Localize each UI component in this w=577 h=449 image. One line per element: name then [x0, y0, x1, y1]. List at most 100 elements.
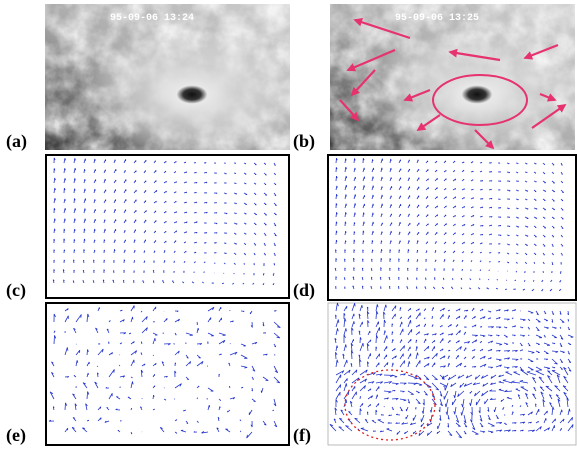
vector [479, 198, 484, 200]
vector [173, 260, 175, 264]
vector [273, 398, 277, 407]
vector [430, 406, 433, 413]
vector [434, 196, 438, 200]
vector [383, 346, 388, 352]
vector [503, 357, 511, 360]
vector [344, 267, 346, 272]
vector [352, 276, 355, 281]
vector [345, 425, 353, 432]
vector [543, 334, 546, 338]
vector [250, 321, 253, 328]
vector [409, 422, 417, 426]
vector [163, 398, 167, 401]
vector [273, 192, 277, 197]
vector [143, 230, 147, 234]
vector [233, 162, 237, 164]
vector [425, 187, 430, 191]
vector [380, 222, 383, 227]
vector [152, 269, 155, 274]
vector [415, 352, 419, 360]
vector [366, 311, 370, 320]
vector [551, 370, 561, 376]
vector [497, 224, 502, 227]
vector [407, 361, 411, 368]
vector [53, 238, 56, 244]
vector [479, 242, 483, 245]
vector [542, 216, 546, 219]
vector [123, 189, 127, 194]
vector [551, 366, 556, 369]
vector [335, 175, 338, 182]
vector [73, 167, 77, 174]
timestamp: 95-09-06 13:24 [110, 13, 194, 24]
vector [260, 387, 264, 393]
vector [488, 243, 493, 245]
vector [471, 324, 477, 328]
vector [447, 323, 452, 328]
vector [391, 398, 399, 401]
vector [407, 258, 410, 263]
vector [362, 203, 366, 209]
vector [461, 398, 465, 408]
vector [443, 187, 447, 191]
vector [223, 242, 227, 245]
vector [343, 312, 346, 320]
vector [130, 376, 133, 379]
vector [63, 249, 66, 254]
vector [243, 232, 247, 235]
vector [53, 207, 56, 214]
vector [471, 307, 475, 312]
vector [371, 230, 374, 236]
vector [380, 258, 383, 263]
vector [380, 286, 382, 290]
vector [487, 406, 490, 412]
vector [389, 213, 392, 218]
vector [399, 353, 404, 360]
vector [386, 428, 393, 432]
vector [532, 376, 537, 384]
vector [488, 171, 493, 173]
vector [263, 172, 267, 176]
vector [391, 331, 394, 336]
vector [273, 332, 281, 339]
vector [193, 211, 197, 214]
vector [495, 309, 501, 312]
vector [542, 162, 546, 165]
vector [196, 397, 199, 400]
vector [173, 250, 176, 254]
vector [560, 207, 564, 211]
vector [213, 172, 217, 174]
vector [406, 277, 409, 281]
vector [533, 171, 537, 174]
vector [102, 279, 105, 284]
vector [243, 172, 247, 175]
vector [524, 261, 528, 264]
vector [559, 342, 563, 348]
vector [391, 374, 398, 378]
vector [343, 334, 346, 343]
vector [463, 315, 467, 320]
vector [460, 277, 463, 281]
vector [113, 259, 115, 264]
vector [335, 391, 341, 400]
vector [434, 177, 438, 182]
vector [140, 352, 143, 356]
timestamp: 95-09-06 13:25 [395, 13, 479, 24]
vector [479, 422, 484, 428]
vector [351, 377, 360, 384]
vector [471, 349, 476, 352]
vector [424, 286, 427, 290]
vector [143, 180, 147, 184]
vector [362, 249, 364, 254]
vector [359, 358, 362, 368]
vector [93, 209, 96, 214]
vector [351, 385, 356, 392]
vector [475, 398, 481, 406]
vector [434, 169, 438, 173]
vector [343, 328, 347, 336]
vector [329, 424, 337, 432]
vector [153, 260, 155, 264]
vector [130, 408, 133, 411]
vector [398, 267, 400, 272]
vector [196, 360, 204, 367]
